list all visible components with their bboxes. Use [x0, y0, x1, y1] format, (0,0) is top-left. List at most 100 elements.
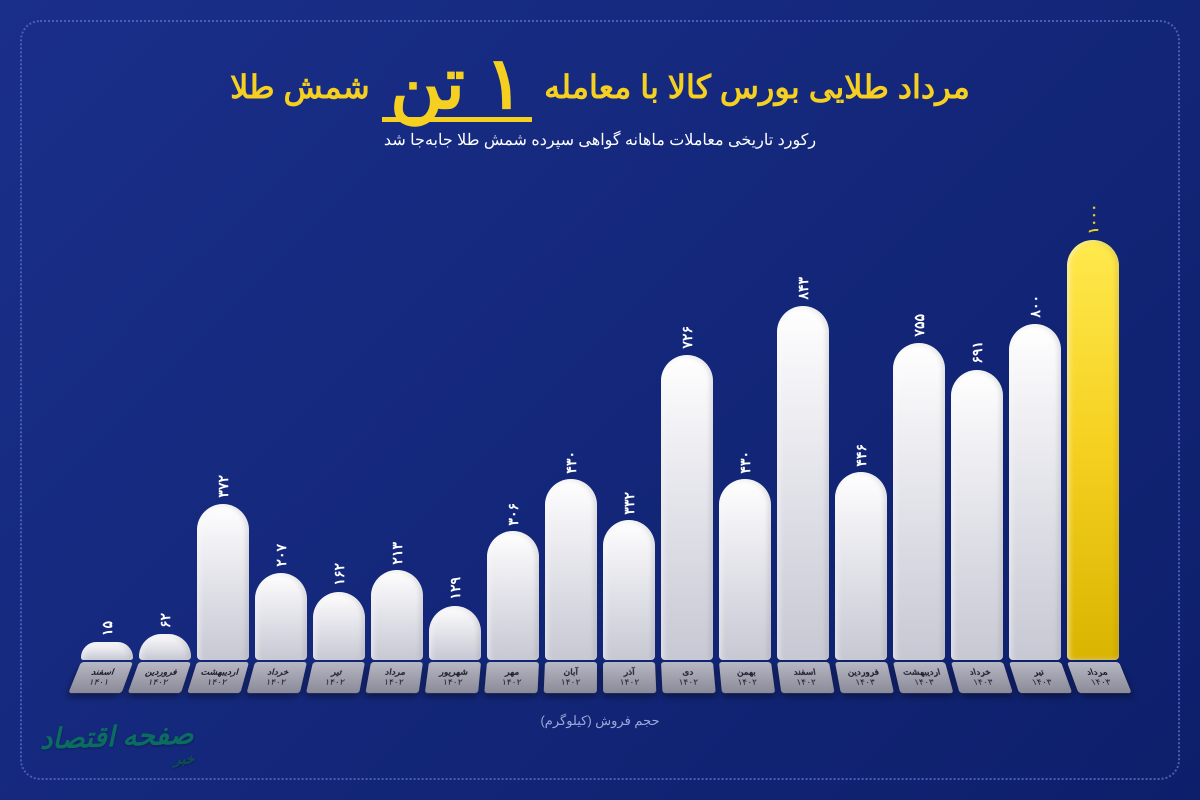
bar-value-label: ۸۴۳: [795, 277, 811, 300]
bar-wrap: ۳۳۲: [603, 180, 655, 660]
x-tick: دی۱۴۰۲: [661, 662, 716, 693]
bar: [603, 520, 655, 659]
x-tick-year: ۱۴۰۲: [605, 677, 654, 687]
x-tick: اردیبهشت۱۴۰۳: [893, 662, 953, 693]
bar-wrap: ۴۴۶: [835, 180, 887, 660]
x-tick-year: ۱۴۰۲: [428, 677, 478, 687]
bar-value-label: ۴۳۰: [563, 451, 579, 474]
bar: [777, 306, 829, 660]
x-tick-month: مهر: [488, 667, 537, 677]
x-tick-year: ۱۴۰۲: [369, 677, 419, 687]
bar-value-label: ۷۲۶: [679, 326, 695, 349]
bar-wrap: ۱۶۲: [313, 180, 365, 660]
x-tick-year: ۱۴۰۲: [664, 677, 713, 687]
x-tick-year: ۱۴۰۲: [250, 677, 301, 687]
x-tick-month: تیر: [312, 667, 362, 677]
bar-wrap: ۶۲: [139, 180, 191, 660]
title-row: مرداد طلایی بورس کالا با معامله ۱ تن شمش…: [62, 52, 1138, 122]
x-tick-month: خرداد: [954, 667, 1005, 677]
x-tick: شهریور۱۴۰۲: [425, 662, 481, 693]
x-tick-month: اردیبهشت: [194, 667, 245, 677]
x-tick: تیر۱۴۰۲: [306, 662, 365, 693]
bar: [951, 370, 1003, 660]
bar-value-label: ۲۱۳: [389, 542, 405, 565]
bars-container: ۱۵۶۲۳۷۲۲۰۷۱۶۲۲۱۳۱۲۹۳۰۶۴۳۰۳۳۲۷۲۶۴۳۰۸۴۳۴۴۶…: [62, 180, 1138, 660]
bar-value-label: ۲۰۷: [273, 544, 289, 567]
bar-value-label: ۷۵۵: [911, 314, 927, 337]
x-tick-month: آبان: [546, 667, 595, 677]
bar-value-label: ۱۰۰۰: [1085, 204, 1101, 234]
bar-wrap: ۲۱۳: [371, 180, 423, 660]
bar-wrap: ۴۳۰: [545, 180, 597, 660]
x-tick-month: اسفند: [77, 667, 129, 677]
bar-value-label: ۱۲۹: [447, 577, 463, 600]
bar: [197, 504, 249, 660]
bar-wrap: ۸۴۳: [777, 180, 829, 660]
x-tick-month: فروردین: [838, 667, 888, 677]
x-tick-month: آذر: [605, 667, 654, 677]
x-tick-month: اسفند: [780, 667, 830, 677]
bar-value-label: ۶۲: [157, 613, 173, 628]
x-tick-year: ۱۴۰۲: [546, 677, 595, 687]
x-tick: آذر۱۴۰۲: [603, 662, 656, 693]
bar: [313, 592, 365, 660]
bar-value-label: ۴۳۰: [737, 451, 753, 474]
x-tick: خرداد۱۴۰۲: [247, 662, 307, 693]
bar: [429, 606, 481, 660]
x-tick-month: دی: [663, 667, 712, 677]
x-tick-year: ۱۴۰۲: [781, 677, 831, 687]
x-tick-month: بهمن: [722, 667, 772, 677]
x-tick: اردیبهشت۱۴۰۲: [187, 662, 249, 693]
bar: [719, 479, 771, 660]
bar: [255, 573, 307, 660]
x-tick-month: شهریور: [429, 667, 479, 677]
bar-wrap: ۳۷۲: [197, 180, 249, 660]
bar-wrap: ۱۰۰۰: [1067, 180, 1119, 660]
x-tick: تیر۱۴۰۳: [1009, 662, 1072, 693]
x-tick-year: ۱۴۰۳: [899, 677, 950, 687]
title-right: مرداد طلایی بورس کالا با معامله: [544, 69, 970, 105]
bar-wrap: ۸۰۰: [1009, 180, 1061, 660]
x-tick-year: ۱۴۰۳: [1016, 677, 1068, 687]
x-tick-year: ۱۴۰۲: [132, 677, 184, 687]
x-tick: فروردین۱۴۰۲: [128, 662, 191, 693]
subtitle: رکورد تاریخی معاملات ماهانه گواهی سپرده …: [62, 130, 1138, 150]
x-tick: مرداد۱۴۰۳: [1067, 662, 1132, 693]
bar-value-label: ۳۰۶: [505, 503, 521, 526]
x-tick: فروردین۱۴۰۳: [835, 662, 894, 693]
bar-value-label: ۱۶۲: [331, 563, 347, 586]
x-tick-month: فروردین: [136, 667, 188, 677]
axis-label: حجم فروش (کیلوگرم): [62, 713, 1138, 729]
x-tick-year: ۱۴۰۳: [840, 677, 891, 687]
dotted-frame: مرداد طلایی بورس کالا با معامله ۱ تن شمش…: [20, 20, 1180, 780]
bar: [1067, 240, 1119, 660]
bar: [545, 479, 597, 660]
x-tick: مرداد۱۴۰۲: [365, 662, 423, 693]
x-tick: بهمن۱۴۰۲: [719, 662, 775, 693]
x-tick: خرداد۱۴۰۳: [951, 662, 1013, 693]
x-tick-year: ۱۴۰۱: [73, 677, 126, 687]
title-big: ۱ تن: [382, 52, 532, 122]
x-tick: آبان۱۴۰۲: [544, 662, 597, 693]
x-tick-year: ۱۴۰۳: [957, 677, 1009, 687]
bar: [371, 570, 423, 659]
bar: [81, 642, 133, 660]
bar-chart: ۱۵۶۲۳۷۲۲۰۷۱۶۲۲۱۳۱۲۹۳۰۶۴۳۰۳۳۲۷۲۶۴۳۰۸۴۳۴۴۶…: [62, 180, 1138, 660]
watermark-main: صفحه اقتصاد: [39, 718, 194, 754]
x-tick-month: مرداد: [370, 667, 420, 677]
bar-wrap: ۶۹۱: [951, 180, 1003, 660]
bar-value-label: ۴۴۶: [853, 444, 869, 467]
title-left: شمش طلا: [230, 69, 370, 105]
x-axis-strip: اسفند۱۴۰۱فروردین۱۴۰۲اردیبهشت۱۴۰۲خرداد۱۴۰…: [62, 662, 1138, 696]
bar-value-label: ۸۰۰: [1027, 295, 1043, 318]
bar-value-label: ۶۹۱: [969, 341, 985, 364]
x-tick-year: ۱۴۰۲: [309, 677, 360, 687]
bar: [893, 343, 945, 660]
bar-wrap: ۷۲۶: [661, 180, 713, 660]
bar-wrap: ۷۵۵: [893, 180, 945, 660]
bar-wrap: ۳۰۶: [487, 180, 539, 660]
bar-wrap: ۲۰۷: [255, 180, 307, 660]
x-tick-month: تیر: [1013, 667, 1065, 677]
x-tick-year: ۱۴۰۲: [722, 677, 772, 687]
bar: [661, 355, 713, 660]
